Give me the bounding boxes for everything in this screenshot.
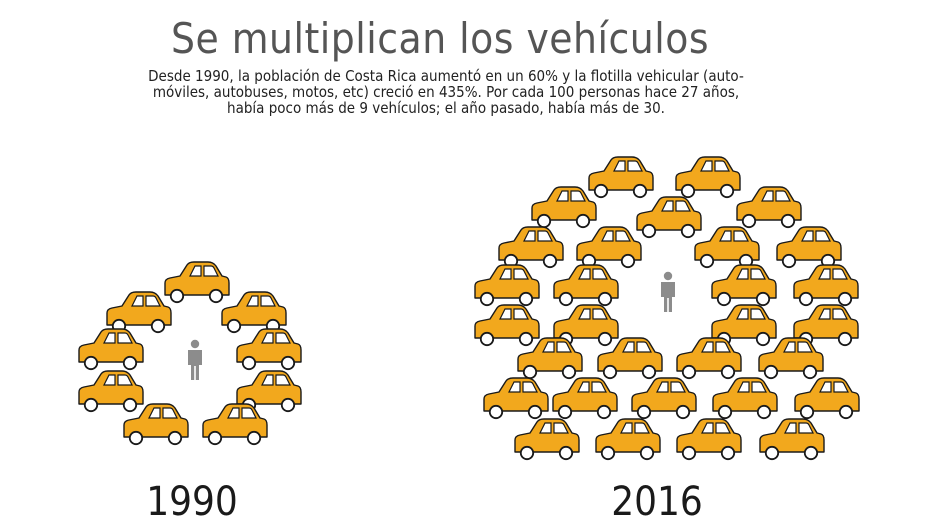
car-icon [712, 377, 778, 420]
person-icon [661, 271, 675, 312]
car-icon [588, 156, 654, 199]
subtitle-line: Desde 1990, la población de Costa Rica a… [148, 67, 744, 85]
car-icon [498, 226, 564, 269]
car-icon [736, 186, 802, 229]
car-icon [711, 264, 777, 307]
car-icon [776, 226, 842, 269]
car-icon [675, 156, 741, 199]
car-icon [553, 264, 619, 307]
subtitle-line: móviles, autobuses, motos, etc) creció e… [152, 83, 740, 101]
car-icon [78, 370, 144, 413]
car-icon [78, 328, 144, 371]
car-icon [164, 261, 230, 304]
car-icon [552, 377, 618, 420]
year-label-2016: 2016 [611, 479, 703, 525]
car-icon [759, 418, 825, 461]
car-icon [474, 264, 540, 307]
car-icon [202, 403, 268, 446]
person-icon [188, 339, 202, 380]
panel-2016 [474, 156, 860, 461]
car-icon [236, 328, 302, 371]
car-icon [514, 418, 580, 461]
car-icon [483, 377, 549, 420]
car-icon [106, 291, 172, 334]
car-icon [474, 304, 540, 347]
car-icon [221, 291, 287, 334]
year-label-1990: 1990 [146, 479, 238, 525]
page-title: Se multiplican los vehículos [170, 14, 710, 63]
panel-1990 [78, 261, 302, 446]
car-icon [758, 337, 824, 380]
car-icon [676, 337, 742, 380]
subtitle-line: había poco más de 9 vehículos; el año pa… [227, 99, 665, 117]
car-icon [793, 264, 859, 307]
car-icon [794, 377, 860, 420]
car-icon [595, 418, 661, 461]
car-icon [576, 226, 642, 269]
car-icon [694, 226, 760, 269]
car-icon [636, 196, 702, 239]
car-icon [531, 186, 597, 229]
subtitle: Desde 1990, la población de Costa Rica a… [96, 68, 796, 116]
car-icon [631, 377, 697, 420]
car-icon [676, 418, 742, 461]
